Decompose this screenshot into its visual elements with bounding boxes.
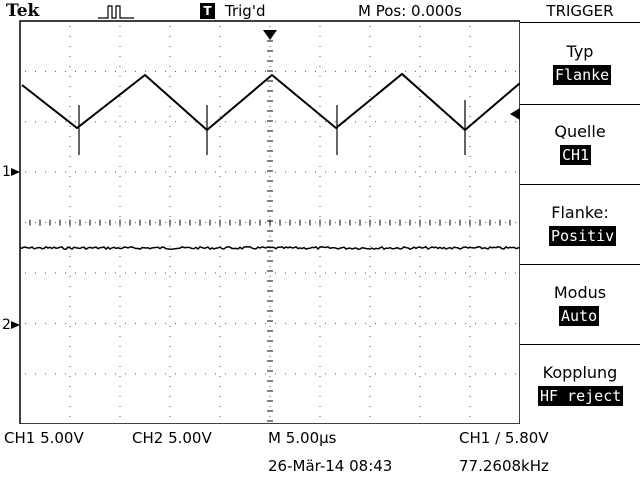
trigger-level: CH1 ∕ 5.80V [459,429,549,447]
horizontal-position: M Pos: 0.000s [358,2,462,20]
menu-label-typ: Typ [566,42,594,61]
menu-divider [520,344,640,345]
menu-value-modus[interactable]: Auto [559,306,600,326]
trigger-position-marker [263,30,277,40]
brand-logo: Tek [6,1,40,21]
menu-title: TRIGGER [546,2,614,20]
menu-label-quelle: Quelle [554,122,606,141]
menu-divider [520,184,640,185]
ch1-spikes [78,100,466,155]
ch2-scale: CH2 5.00V [132,429,212,447]
menu-divider [520,264,640,265]
menu-label-flanke: Flanke: [551,203,609,222]
trigger-level-marker [510,108,520,120]
trigger-status: Trig'd [225,2,266,20]
menu-divider [520,22,640,23]
menu-value-quelle[interactable]: CH1 [560,145,592,165]
menu-divider [520,104,640,105]
ch1-marker-label: 1 [2,164,11,180]
frequency: 77.2608kHz [459,457,549,475]
graticule [19,20,520,422]
oscilloscope-screen [11,20,520,424]
ch2-marker-label: 2 [2,317,11,333]
ch2-trace [19,245,520,251]
date-time: 26-Mär-14 08:43 [268,457,393,475]
ch1-ground-marker [11,168,20,176]
menu-label-modus: Modus [553,283,607,302]
timebase: M 5.00µs [268,429,337,447]
ch1-scale: CH1 5.00V [4,429,84,447]
menu-value-typ[interactable]: Flanke [553,65,612,85]
ch1-trace [21,72,520,132]
trigger-badge: T [200,3,215,19]
ch2-ground-marker [11,321,20,329]
menu-value-flanke[interactable]: Positiv [549,226,617,246]
menu-value-kopplung[interactable]: HF reject [538,386,624,406]
menu-label-kopplung: Kopplung [542,363,618,382]
pulse-icon [98,5,134,19]
